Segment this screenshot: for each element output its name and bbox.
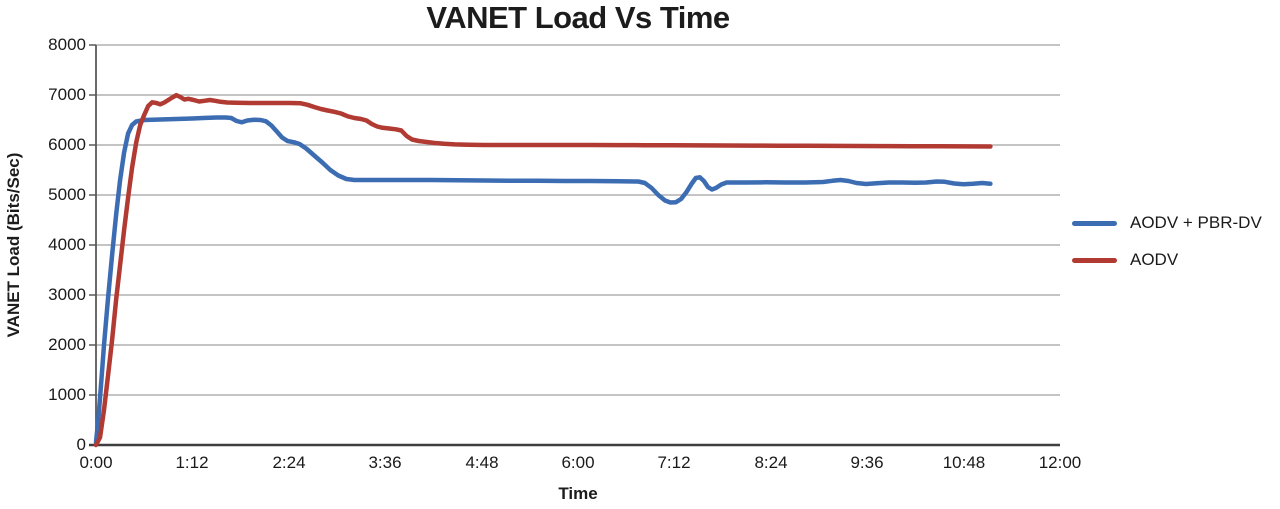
legend-item-aodv: AODV (1072, 246, 1262, 274)
x-axis-title: Time (558, 484, 598, 503)
legend-item-aodv-pbr-dv: AODV + PBR-DV (1072, 209, 1262, 237)
x-tick-label: 4:48 (465, 453, 499, 472)
legend: AODV + PBR-DV AODV (1072, 209, 1262, 283)
legend-label: AODV (1130, 250, 1179, 269)
x-tick-label: 10:48 (942, 453, 986, 472)
y-tick-label: 3000 (48, 285, 86, 304)
x-tick-label: 0:00 (79, 453, 113, 472)
y-tick-label: 4000 (48, 235, 86, 254)
x-tick-label: 12:00 (1038, 453, 1082, 472)
chart-title: VANET Load Vs Time (426, 0, 730, 35)
y-tick-label: 2000 (48, 335, 86, 354)
y-tick-label: 1000 (48, 385, 86, 404)
x-tick-label: 9:36 (850, 453, 884, 472)
plot-area (89, 44, 1060, 448)
x-tick-label: 6:00 (561, 453, 595, 472)
legend-line-icon (1072, 257, 1117, 263)
x-tick-label: 1:12 (175, 453, 209, 472)
y-tick-label: 8000 (48, 35, 86, 54)
x-tick-label: 3:36 (368, 453, 402, 472)
legend-label: AODV + PBR-DV (1130, 213, 1262, 232)
x-tick-label: 8:24 (754, 453, 788, 472)
legend-line-icon (1072, 220, 1117, 226)
y-tick-label: 5000 (48, 185, 86, 204)
y-tick-label: 0 (76, 435, 86, 454)
x-tick-label: 7:12 (657, 453, 691, 472)
x-tick-label: 2:24 (272, 453, 306, 472)
y-tick-label: 7000 (48, 85, 86, 104)
y-tick-label: 6000 (48, 135, 86, 154)
